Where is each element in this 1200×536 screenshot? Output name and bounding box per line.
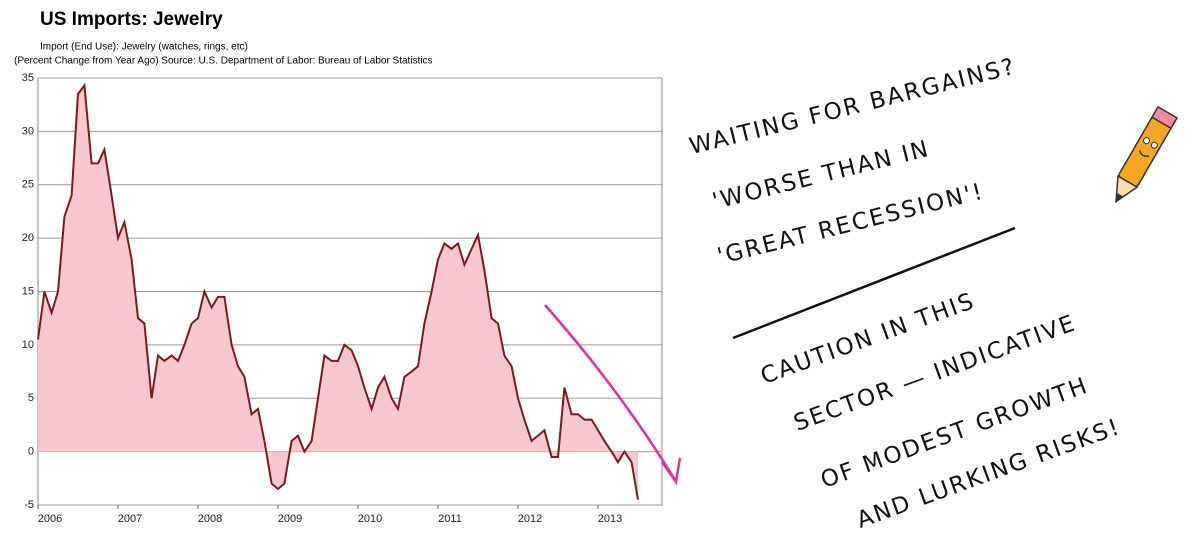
y-tick-label: 30 [22,125,34,137]
subtitle: Import (End Use): Jewelry (watches, ring… [40,42,248,53]
y-tick-label: 0 [28,446,34,458]
line [37,82,639,500]
y-tick-label: 15 [22,285,34,297]
y-tick-label: 35 [22,72,34,84]
area [38,85,638,500]
annotation: WAITING FOR BARGAINS? [687,54,1019,160]
x-tick-label: 2006 [38,513,62,525]
y-tick-label: 10 [22,339,34,351]
x-tick-label: 2013 [598,513,622,525]
y-tick-label: 25 [22,179,34,191]
x-tick-label: 2012 [518,513,542,525]
trend-arrow [544,304,677,481]
pencil-icon [1115,105,1179,204]
y-tick-label: 5 [28,392,34,404]
x-tick-label: 2011 [438,513,462,525]
divider [732,226,1016,340]
arrow-head [660,457,682,486]
annotation: SECTOR — INDICATIVE [790,310,1079,437]
chart-title: US Imports: Jewelry [40,9,223,30]
x-tick-label: 2007 [118,513,142,525]
x-tick-label: 2008 [198,513,222,525]
annotations: WAITING FOR BARGAINS?'WORSE THAN IN'GREA… [687,54,1125,534]
plot [37,77,662,509]
y-tick-label: -5 [24,499,34,511]
x-tick-label: 2009 [278,513,302,525]
subtitle: (Percent Change from Year Ago) Source: U… [14,56,433,67]
x-tick-label: 2010 [358,513,382,525]
y-tick-label: 20 [22,232,34,244]
